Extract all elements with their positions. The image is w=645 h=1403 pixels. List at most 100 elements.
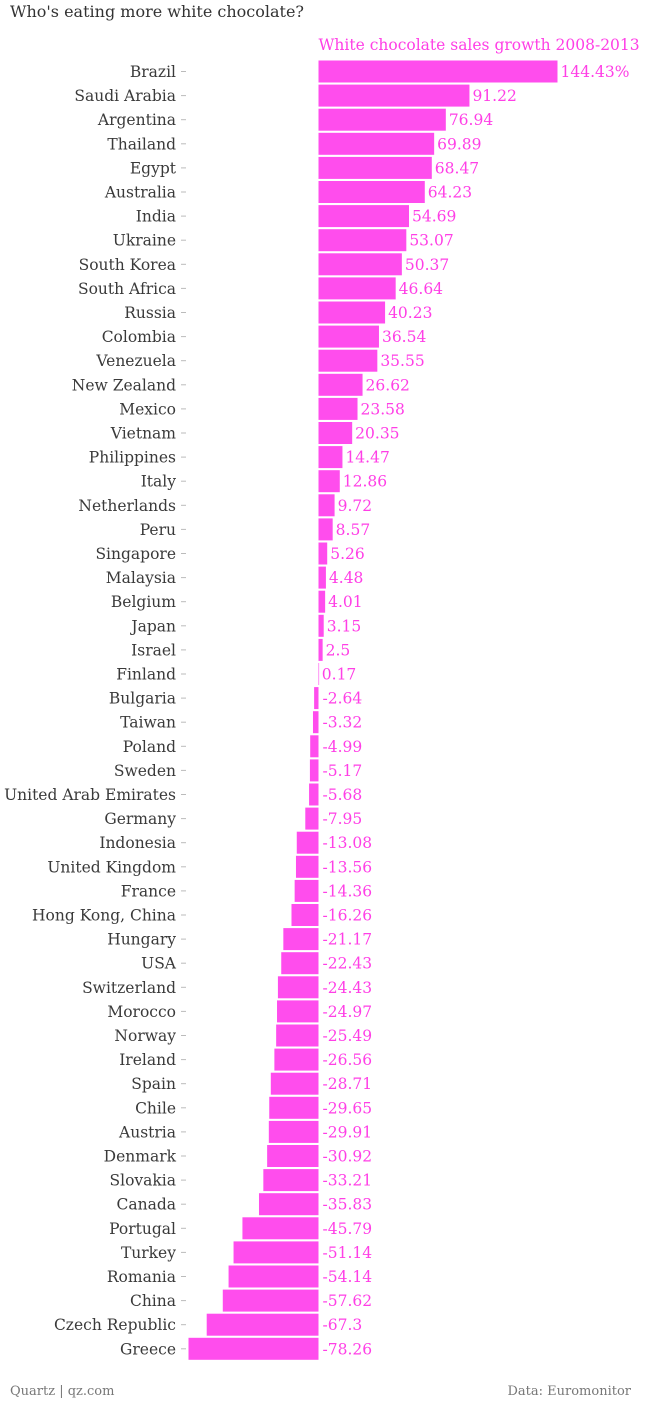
value-label: 54.69	[412, 208, 456, 226]
category-label: Mexico	[119, 400, 176, 418]
value-label: -29.91	[323, 1123, 373, 1141]
category-label: Switzerland	[82, 979, 176, 997]
value-label: 46.64	[399, 280, 444, 298]
value-label: -67.3	[323, 1316, 363, 1334]
value-labels: 144.43% 91.22 76.94 69.89 68.47 64.23 54.69 53.…	[322, 63, 630, 1358]
value-label: 91.22	[472, 87, 516, 105]
bar	[206, 1313, 319, 1336]
bar	[318, 638, 323, 661]
bar	[318, 446, 343, 469]
value-label: 4.01	[328, 593, 363, 611]
bar	[318, 84, 470, 107]
bar	[222, 1289, 319, 1312]
value-label: 53.07	[409, 232, 453, 250]
bar	[228, 1265, 319, 1288]
value-label: 3.15	[327, 617, 362, 635]
bar	[309, 783, 319, 806]
bar	[318, 518, 333, 541]
category-label: Philippines	[89, 449, 176, 467]
category-label: Hungary	[107, 931, 176, 949]
value-label: 4.48	[329, 569, 364, 587]
bar	[188, 1337, 319, 1360]
category-label: China	[130, 1292, 176, 1310]
category-label: Canada	[117, 1196, 177, 1214]
bar	[318, 277, 396, 300]
value-label: -14.36	[323, 882, 373, 900]
category-label: Belgium	[111, 593, 176, 611]
category-label: Saudi Arabia	[74, 87, 176, 105]
category-labels: Brazil Saudi Arabia Argentina Thailand Egypt…	[4, 63, 177, 1358]
value-label: 36.54	[382, 328, 427, 346]
category-label: Singapore	[95, 545, 176, 563]
category-label: Brazil	[130, 63, 176, 81]
value-label: -35.83	[323, 1196, 373, 1214]
bar	[318, 349, 378, 372]
page-title: Who's eating more white chocolate?	[10, 2, 304, 21]
category-label: Germany	[104, 810, 176, 828]
value-label: -25.49	[323, 1027, 373, 1045]
value-label: -3.32	[323, 714, 363, 732]
category-label: Ukraine	[113, 232, 176, 250]
category-label: Denmark	[104, 1148, 177, 1166]
bar	[283, 928, 319, 951]
bar	[318, 422, 353, 444]
category-label: Morocco	[107, 1003, 176, 1021]
value-label: -30.92	[323, 1148, 373, 1166]
value-label: 0.17	[322, 666, 357, 684]
category-label: Austria	[118, 1123, 176, 1141]
category-label: Netherlands	[78, 497, 176, 515]
category-label: Ireland	[119, 1051, 176, 1069]
value-label: 40.23	[388, 304, 432, 322]
category-label: Spain	[131, 1075, 176, 1093]
value-label: 2.5	[326, 641, 351, 659]
bar	[318, 590, 326, 613]
category-label: South Korea	[79, 256, 176, 274]
bar	[318, 663, 320, 685]
category-label: Slovakia	[110, 1172, 177, 1190]
category-label: New Zealand	[72, 376, 176, 394]
bar	[318, 205, 409, 228]
value-label: 23.58	[361, 400, 405, 418]
value-label: -33.21	[323, 1172, 373, 1190]
category-label: France	[121, 882, 176, 900]
bar	[258, 1193, 319, 1216]
category-label: Australia	[104, 184, 176, 202]
category-label: Taiwan	[120, 714, 176, 732]
category-label: Vietnam	[110, 425, 177, 443]
value-label: -13.08	[323, 834, 373, 852]
bar	[310, 735, 319, 758]
value-label: 20.35	[355, 425, 399, 443]
category-label: Indonesia	[99, 834, 176, 852]
value-label: -54.14	[323, 1268, 373, 1286]
category-label: India	[136, 208, 176, 226]
category-label: South Africa	[78, 280, 176, 298]
bar	[318, 325, 379, 348]
value-label: -26.56	[323, 1051, 373, 1069]
category-label: Norway	[114, 1027, 176, 1045]
bar	[318, 60, 558, 83]
bar	[318, 229, 407, 252]
bar	[318, 614, 324, 637]
bar	[305, 807, 319, 830]
bar	[296, 831, 319, 854]
bar	[242, 1217, 319, 1240]
value-label: 12.86	[343, 473, 387, 491]
category-label: Malaysia	[106, 569, 176, 587]
bar	[318, 397, 358, 420]
value-label: -78.26	[323, 1340, 373, 1358]
value-label: -51.14	[323, 1244, 373, 1262]
bar	[295, 855, 319, 878]
category-label: Hong Kong, China	[32, 907, 176, 925]
bar	[270, 1072, 319, 1095]
value-label: -57.62	[323, 1292, 373, 1310]
category-label: United Kingdom	[47, 858, 176, 876]
value-label: 144.43%	[561, 63, 630, 81]
category-label: Poland	[123, 738, 176, 756]
bar	[318, 542, 328, 565]
category-label: Sweden	[114, 762, 176, 780]
value-label: -24.43	[323, 979, 373, 997]
category-label: Bulgaria	[109, 690, 176, 708]
value-label: -2.64	[323, 690, 363, 708]
value-label: -7.95	[323, 810, 363, 828]
